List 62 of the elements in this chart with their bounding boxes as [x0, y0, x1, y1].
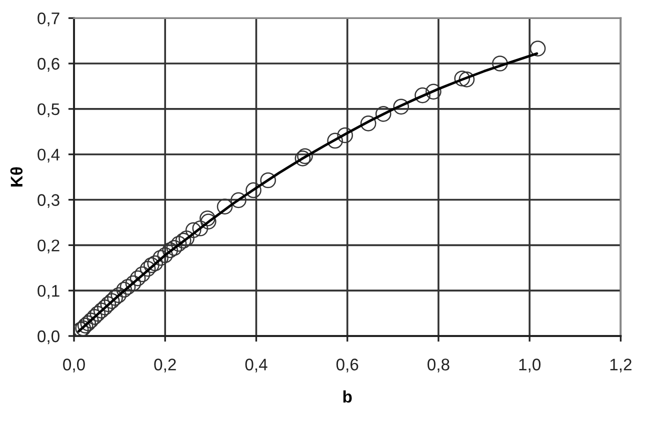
point: [97, 299, 113, 316]
point: [120, 279, 136, 295]
point: [130, 270, 146, 286]
point: [110, 287, 127, 304]
point: [192, 220, 208, 236]
x-axis-title: b: [343, 390, 352, 403]
point: [200, 214, 216, 230]
x-tick-label: 1,0: [519, 358, 541, 372]
y-tick-label: 0,1: [38, 284, 60, 299]
point: [170, 236, 187, 252]
y-tick-label: 0,6: [38, 58, 60, 72]
point: [178, 230, 194, 246]
point: [492, 56, 508, 72]
point: [246, 182, 262, 198]
y-tick-label: 0,4: [38, 148, 60, 163]
point: [426, 84, 442, 100]
point: [216, 198, 233, 214]
point: [74, 322, 89, 336]
point: [134, 266, 150, 282]
point: [327, 132, 343, 149]
point: [175, 232, 192, 249]
x-tick-label: 0,4: [245, 358, 268, 372]
point: [116, 282, 132, 298]
point: [104, 293, 120, 309]
point: [100, 296, 116, 312]
point: [458, 71, 475, 88]
y-axis-title: Kθ: [10, 167, 23, 186]
y-tick-label: 0,3: [38, 194, 60, 208]
point: [260, 172, 276, 188]
point: [375, 106, 392, 122]
x-tick-label: 0,0: [63, 358, 85, 372]
point: [530, 40, 546, 56]
point: [230, 192, 246, 208]
point: [454, 70, 470, 86]
point: [140, 260, 156, 277]
x-tick-label: 0,6: [336, 358, 358, 372]
point: [82, 312, 99, 328]
x-tick-label: 1,2: [610, 358, 632, 372]
point: [360, 116, 376, 132]
point: [80, 315, 96, 332]
x-tick-label: 0,8: [428, 358, 450, 372]
point: [152, 250, 168, 266]
point: [337, 127, 353, 144]
point: [185, 222, 202, 238]
y-tick-label: 0,7: [38, 12, 60, 26]
point: [107, 290, 123, 306]
point: [166, 240, 182, 256]
point: [162, 242, 178, 258]
point: [157, 247, 174, 264]
point: [414, 87, 430, 104]
point: [144, 257, 160, 274]
point: [90, 306, 106, 322]
x-tick-label: 0,2: [154, 358, 176, 372]
y-tick-label: 0,5: [38, 103, 60, 118]
point: [125, 275, 142, 292]
point: [93, 302, 110, 318]
point: [393, 98, 410, 115]
point: [86, 309, 102, 325]
y-tick-label: 0,0: [38, 330, 60, 344]
point: [147, 255, 164, 272]
y-tick-label: 0,2: [38, 240, 60, 254]
point: [200, 210, 216, 226]
